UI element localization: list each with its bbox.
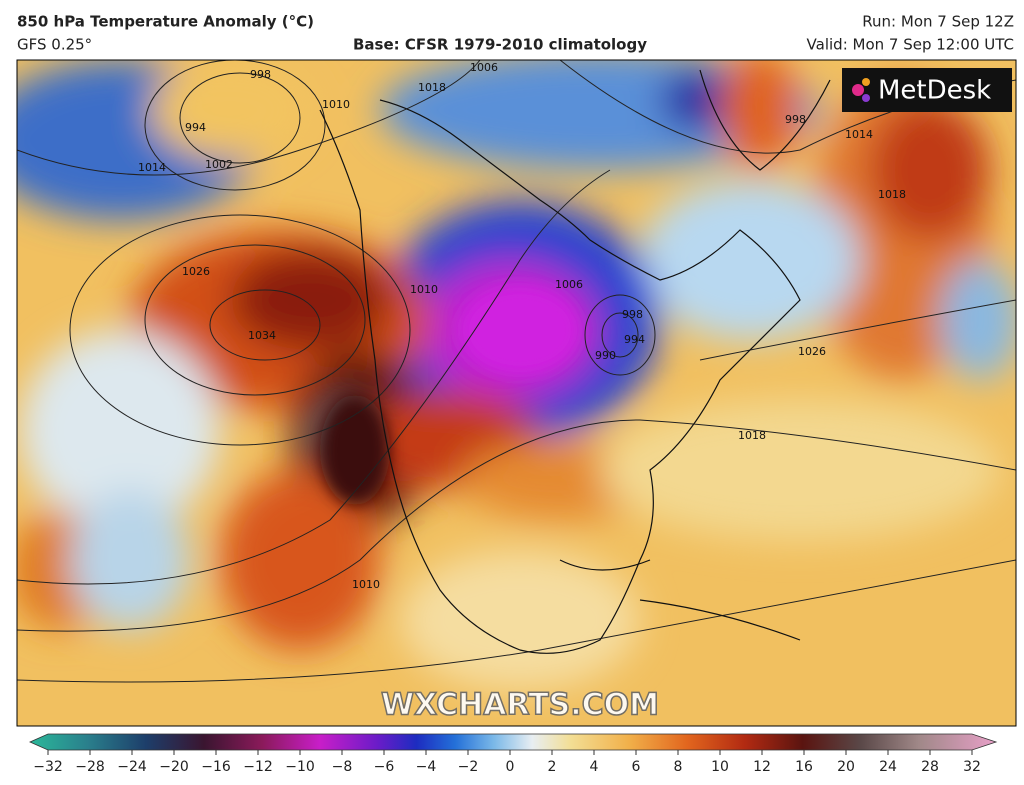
isobar-label: 998 — [622, 308, 643, 321]
map: 998 994 1002 1014 1010 1018 1006 998 101… — [17, 60, 1016, 726]
colorbar — [29, 733, 998, 751]
colorbar-tick-label: 10 — [711, 759, 729, 775]
colorbar-ticks: −32 −28 −24 −20 −16 −12 −10 −8 −6 −4 −2 0 2 4 6 8 10 12 16… — [33, 750, 981, 775]
valid: Valid: Mon 7 Sep 12:00 UTC — [807, 36, 1014, 54]
colorbar-tick-label: −16 — [201, 759, 231, 775]
colorbar-tick-label: −32 — [33, 759, 63, 775]
logo-box — [842, 68, 1012, 112]
colorbar-tick-label: 12 — [753, 759, 771, 775]
isobars — [17, 60, 1016, 683]
isobar-label: 990 — [595, 349, 616, 362]
isobar-label: 1010 — [410, 283, 438, 296]
colorbar-tick-label: −12 — [243, 759, 273, 775]
isobar-label: 1026 — [798, 345, 826, 358]
isobar-label: 1006 — [555, 278, 583, 291]
model: GFS 0.25° — [17, 36, 92, 54]
isobar-label: 1010 — [352, 578, 380, 591]
colorbar-tick-label: −20 — [159, 759, 189, 775]
isobar-label: 998 — [250, 68, 271, 81]
logo-text: MetDesk — [878, 76, 991, 106]
run: Run: Mon 7 Sep 12Z — [862, 13, 1014, 31]
colorbar-tick-label: 6 — [632, 759, 641, 775]
map-frame — [16, 59, 1017, 727]
isobar-label: 1018 — [878, 188, 906, 201]
coastline — [319, 69, 831, 654]
colorbar-tick-label: −24 — [117, 759, 147, 775]
isobar-label: 1002 — [205, 158, 233, 171]
isobar-label: 1018 — [418, 81, 446, 94]
isobar-label: 1018 — [738, 429, 766, 442]
colorbar-tick-label: 20 — [837, 759, 855, 775]
colorbar-tick-label: −2 — [458, 759, 479, 775]
colorbar-tick-label: 24 — [879, 759, 897, 775]
isobar-label: 1014 — [845, 128, 873, 141]
colorbar-tick-label: −6 — [374, 759, 395, 775]
logo-icon — [852, 78, 870, 102]
title: 850 hPa Temperature Anomaly (°C) — [17, 13, 314, 31]
colorbar-tick-label: −10 — [285, 759, 315, 775]
isobar-label: 998 — [785, 113, 806, 126]
colorbar-tick-label: −28 — [75, 759, 105, 775]
isobar-label: 1010 — [322, 98, 350, 111]
isobar-label: 1026 — [182, 265, 210, 278]
isobar-label: 1006 — [470, 61, 498, 74]
isobar-label: 994 — [185, 121, 206, 134]
isobar-label: 1034 — [248, 329, 276, 342]
colorbar-tick-label: 4 — [590, 759, 599, 775]
isobar-labels: 998 994 1002 1014 1010 1018 1006 998 101… — [138, 61, 906, 591]
colorbar-tick-label: 32 — [963, 759, 981, 775]
colorbar-tick-label: 0 — [506, 759, 515, 775]
colorbar-tick-label: 16 — [795, 759, 813, 775]
colorbar-tick-label: 8 — [674, 759, 683, 775]
isobar-label: 994 — [624, 333, 645, 346]
colorbar-tick-label: 2 — [548, 759, 557, 775]
isobar-label: 1014 — [138, 161, 166, 174]
colorbar-tick-label: −8 — [332, 759, 353, 775]
colorbar-tick-label: 28 — [921, 759, 939, 775]
watermark: WXCHARTS.COM — [381, 688, 659, 723]
colorbar-tick-label: −4 — [416, 759, 437, 775]
base: Base: CFSR 1979-2010 climatology — [353, 36, 647, 54]
